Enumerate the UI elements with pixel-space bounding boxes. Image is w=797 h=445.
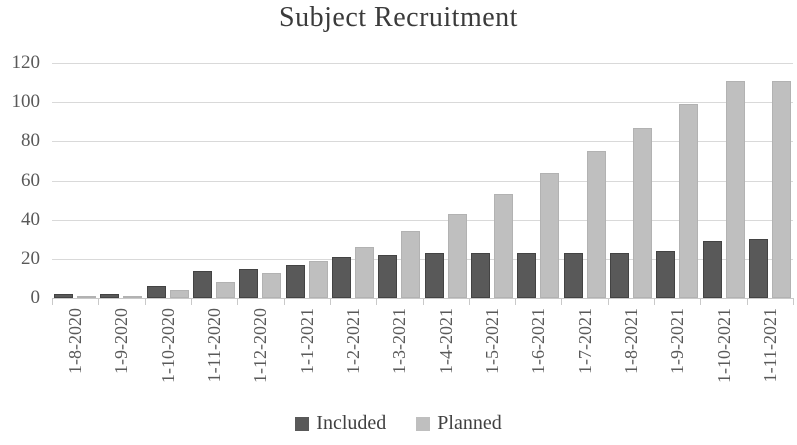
x-axis-tick — [329, 298, 331, 305]
x-axis-tick — [52, 298, 53, 305]
x-tick-label: 1-9-2021 — [667, 308, 688, 374]
gridline-120 — [52, 63, 793, 64]
x-tick-label: 1-4-2021 — [435, 308, 456, 374]
x-tick-label: 1-2-2021 — [343, 308, 364, 374]
bar-included-1-11-2020 — [193, 271, 213, 298]
y-tick-label: 20 — [21, 247, 40, 269]
bar-included-1-2-2021 — [332, 257, 352, 298]
bar-included-1-12-2020 — [239, 269, 259, 298]
y-tick-label: 100 — [11, 91, 41, 113]
gridline-20 — [52, 258, 793, 260]
bar-included-1-8-2021 — [609, 253, 629, 298]
gridline-100 — [52, 102, 793, 104]
y-tick-label: 80 — [21, 130, 40, 152]
chart-title: Subject Recruitment — [279, 2, 518, 33]
bar-planned-1-6-2021 — [540, 173, 560, 298]
x-axis-tick — [422, 298, 424, 305]
x-axis-tick — [515, 298, 517, 305]
bar-planned-1-3-2021 — [401, 231, 421, 298]
y-tick-label: 120 — [11, 52, 41, 73]
x-axis-tick — [793, 298, 794, 305]
bar-included-1-9-2020 — [100, 294, 120, 298]
legend-item-included: Included — [295, 412, 386, 435]
bar-included-1-7-2021 — [563, 253, 583, 298]
legend-label-planned: Planned — [437, 412, 502, 434]
bar-planned-1-2-2021 — [355, 247, 375, 298]
bar-included-1-10-2021 — [702, 241, 722, 298]
x-axis-tick — [468, 298, 470, 305]
x-tick-label: 1-5-2021 — [481, 308, 502, 374]
x-tick-label: 1-8-2020 — [65, 308, 86, 374]
bar-planned-1-8-2021 — [632, 128, 652, 298]
x-axis-tick — [700, 298, 702, 305]
bar-included-1-10-2020 — [146, 286, 166, 298]
bar-planned-1-9-2020 — [123, 296, 143, 298]
bar-planned-1-4-2021 — [447, 214, 467, 298]
bar-included-1-6-2021 — [517, 253, 537, 298]
bar-planned-1-11-2020 — [216, 282, 236, 298]
bar-included-1-11-2021 — [748, 239, 768, 298]
bar-included-1-4-2021 — [424, 253, 444, 298]
y-tick-label: 60 — [21, 169, 40, 191]
x-tick-label: 1-7-2021 — [574, 308, 595, 374]
x-tick-label: 1-11-2020 — [204, 308, 225, 383]
x-axis-tick — [654, 298, 656, 305]
bar-included-1-5-2021 — [470, 253, 490, 298]
legend: Included Planned — [0, 412, 797, 435]
x-axis-tick — [746, 298, 748, 305]
bar-planned-1-10-2020 — [169, 290, 189, 298]
x-tick-label: 1-10-2021 — [713, 308, 734, 383]
gridline-80 — [52, 141, 793, 143]
x-tick-label: 1-3-2021 — [389, 308, 410, 374]
bar-planned-1-5-2021 — [493, 194, 513, 298]
legend-label-included: Included — [316, 412, 387, 434]
x-tick-label: 1-10-2020 — [157, 308, 178, 383]
gridline-60 — [52, 180, 793, 182]
bar-planned-1-7-2021 — [586, 151, 606, 298]
x-axis-tick — [283, 298, 285, 305]
bar-included-1-8-2020 — [54, 294, 74, 298]
x-axis-tick — [237, 298, 239, 305]
x-tick-label: 1-1-2021 — [296, 308, 317, 374]
x-axis-tick — [190, 298, 192, 305]
x-tick-label: 1-8-2021 — [620, 308, 641, 374]
gridline-40 — [52, 219, 793, 221]
x-tick-label: 1-12-2020 — [250, 308, 271, 383]
legend-swatch-planned — [416, 416, 431, 431]
legend-swatch-included — [295, 416, 310, 431]
x-tick-label: 1-9-2020 — [111, 308, 132, 374]
x-tick-label: 1-11-2021 — [759, 308, 780, 383]
x-tick-label: 1-6-2021 — [528, 308, 549, 374]
bar-planned-1-1-2021 — [308, 261, 328, 298]
bar-included-1-9-2021 — [656, 251, 676, 298]
x-axis-tick — [376, 298, 378, 305]
legend-item-planned: Planned — [416, 412, 502, 435]
x-axis-tick — [98, 298, 100, 305]
bar-planned-1-11-2021 — [771, 81, 791, 298]
bar-included-1-1-2021 — [285, 265, 305, 298]
y-tick-label: 0 — [30, 287, 41, 308]
x-axis-tick — [607, 298, 609, 305]
bar-planned-1-12-2020 — [262, 273, 282, 298]
x-axis-tick — [561, 298, 563, 305]
x-axis-tick — [144, 298, 146, 305]
bar-planned-1-8-2020 — [77, 296, 97, 298]
bar-planned-1-10-2021 — [725, 81, 745, 298]
bar-planned-1-9-2021 — [679, 104, 699, 298]
bar-included-1-3-2021 — [378, 255, 398, 298]
y-tick-label: 40 — [21, 208, 40, 230]
